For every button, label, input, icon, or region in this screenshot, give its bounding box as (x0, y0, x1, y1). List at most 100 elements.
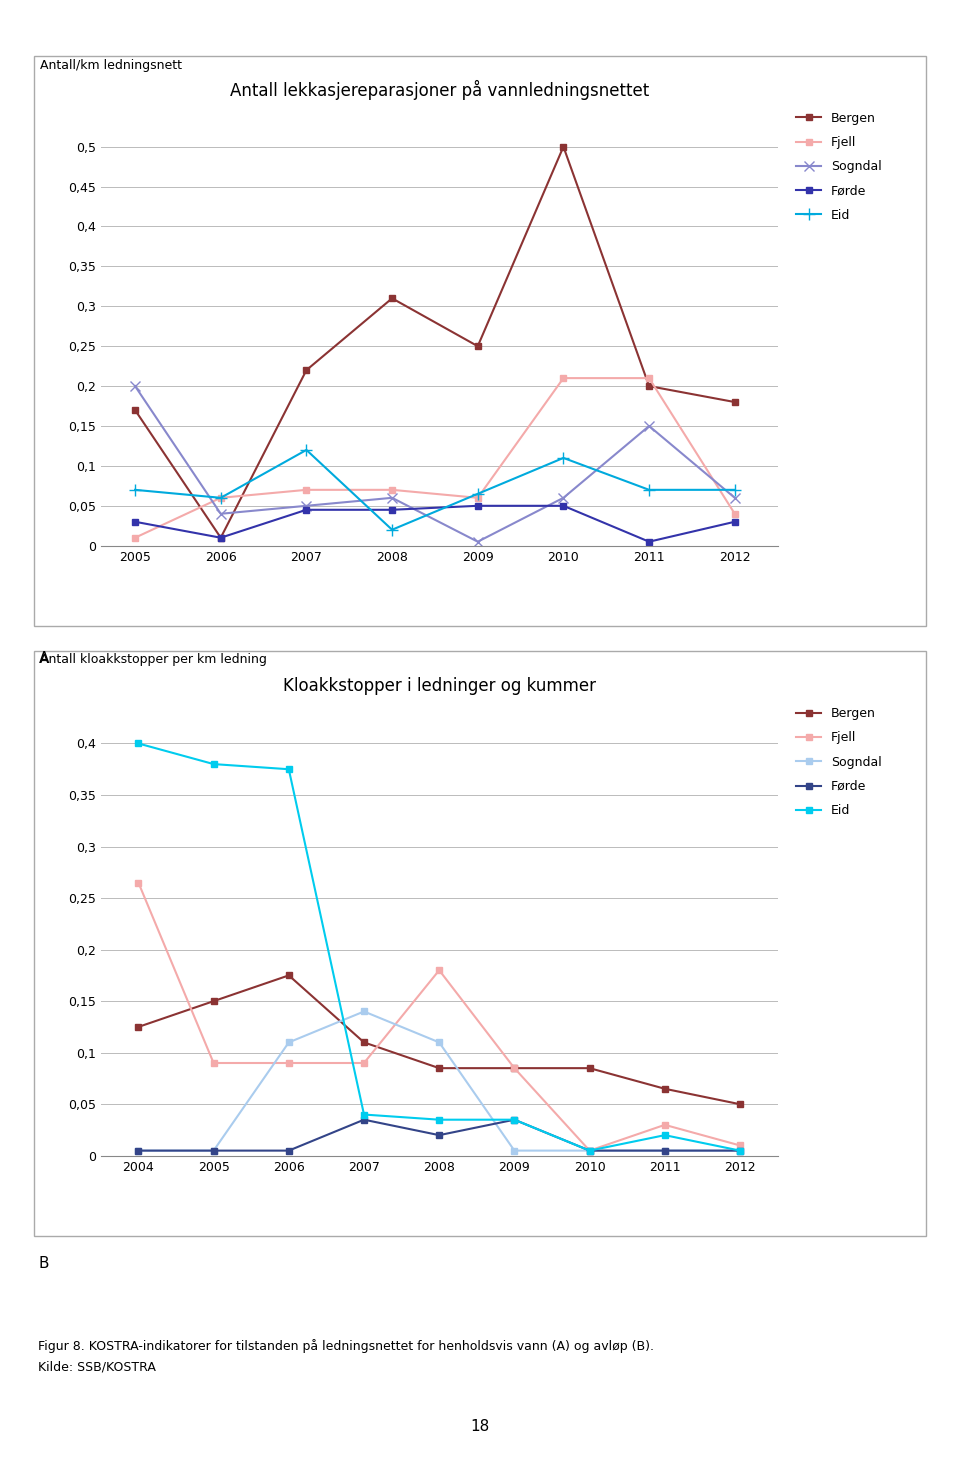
Fjell (300, 481, 312, 499)
Bergen (300, 361, 312, 379)
Fjell (132, 873, 144, 891)
Fjell (433, 961, 444, 979)
Førde (386, 500, 397, 518)
Eid (433, 1110, 444, 1128)
Line: Førde: Førde (135, 1116, 743, 1154)
Eid (729, 481, 740, 499)
Bergen (643, 377, 655, 395)
Fjell (643, 369, 655, 386)
Førde (207, 1141, 219, 1159)
Fjell (207, 1055, 219, 1072)
Sogndal (386, 489, 397, 506)
Eid (584, 1141, 595, 1159)
Line: Eid: Eid (130, 445, 740, 535)
Førde (643, 533, 655, 550)
Eid (386, 521, 397, 538)
Førde (729, 514, 740, 531)
Title: Kloakkstopper i ledninger og kummer: Kloakkstopper i ledninger og kummer (282, 677, 596, 695)
Bergen (386, 290, 397, 307)
Line: Fjell: Fjell (132, 375, 738, 541)
Sogndal (358, 1002, 370, 1020)
Text: 18: 18 (470, 1419, 490, 1434)
Førde (215, 530, 227, 547)
Fjell (386, 481, 397, 499)
Sogndal (433, 1033, 444, 1050)
Bergen (734, 1096, 746, 1113)
Legend: Bergen, Fjell, Sogndal, Førde, Eid: Bergen, Fjell, Sogndal, Førde, Eid (791, 107, 887, 227)
Line: Førde: Førde (132, 502, 738, 546)
Fjell (659, 1116, 670, 1134)
Bergen (130, 401, 141, 418)
Legend: Bergen, Fjell, Sogndal, Førde, Eid: Bergen, Fjell, Sogndal, Førde, Eid (791, 702, 887, 822)
Førde (433, 1127, 444, 1144)
Title: Antall lekkasjereparasjoner på vannledningsnettet: Antall lekkasjereparasjoner på vannledni… (229, 79, 649, 99)
Line: Eid: Eid (135, 740, 743, 1154)
Eid (132, 734, 144, 752)
Sogndal (300, 497, 312, 515)
Line: Sogndal: Sogndal (131, 382, 739, 547)
Text: Antall/km ledningsnett: Antall/km ledningsnett (40, 59, 181, 72)
Line: Bergen: Bergen (135, 971, 743, 1107)
Fjell (729, 505, 740, 522)
Bergen (729, 394, 740, 411)
Førde (659, 1141, 670, 1159)
Sogndal (734, 1141, 746, 1159)
Eid (472, 486, 484, 503)
Førde (734, 1141, 746, 1159)
Eid (509, 1110, 520, 1128)
Line: Fjell: Fjell (135, 879, 743, 1154)
Bergen (584, 1059, 595, 1077)
Fjell (472, 489, 484, 506)
Sogndal (558, 489, 569, 506)
Sogndal (729, 489, 740, 506)
Sogndal (584, 1141, 595, 1159)
Sogndal (659, 1141, 670, 1159)
Text: B: B (38, 1257, 49, 1271)
Eid (659, 1127, 670, 1144)
Førde (358, 1110, 370, 1128)
Bergen (558, 138, 569, 155)
Fjell (509, 1059, 520, 1077)
Text: Antall kloakkstopper per km ledning: Antall kloakkstopper per km ledning (40, 652, 267, 666)
Sogndal (643, 417, 655, 435)
Bergen (358, 1033, 370, 1050)
Førde (132, 1141, 144, 1159)
Førde (584, 1141, 595, 1159)
Bergen (215, 530, 227, 547)
Eid (300, 442, 312, 459)
Sogndal (283, 1033, 295, 1050)
Bergen (207, 992, 219, 1009)
Bergen (509, 1059, 520, 1077)
Bergen (472, 338, 484, 356)
Eid (215, 489, 227, 506)
Eid (643, 481, 655, 499)
Bergen (659, 1080, 670, 1097)
Eid (207, 755, 219, 772)
Fjell (283, 1055, 295, 1072)
Førde (300, 500, 312, 518)
Text: Figur 8. KOSTRA-indikatorer for tilstanden på ledningsnettet for henholdsvis van: Figur 8. KOSTRA-indikatorer for tilstand… (38, 1339, 655, 1353)
Sogndal (509, 1141, 520, 1159)
Sogndal (472, 533, 484, 550)
Bergen (283, 967, 295, 985)
Fjell (215, 489, 227, 506)
Sogndal (130, 377, 141, 395)
Eid (130, 481, 141, 499)
Fjell (558, 369, 569, 386)
Fjell (584, 1141, 595, 1159)
Fjell (734, 1137, 746, 1154)
Sogndal (207, 1141, 219, 1159)
Fjell (130, 530, 141, 547)
Bergen (132, 1018, 144, 1036)
Førde (130, 514, 141, 531)
Eid (358, 1106, 370, 1124)
Førde (283, 1141, 295, 1159)
Sogndal (215, 505, 227, 522)
Førde (558, 497, 569, 515)
Fjell (358, 1055, 370, 1072)
Line: Bergen: Bergen (132, 143, 738, 541)
Bergen (433, 1059, 444, 1077)
Førde (472, 497, 484, 515)
Eid (283, 761, 295, 778)
Text: A: A (38, 651, 49, 666)
